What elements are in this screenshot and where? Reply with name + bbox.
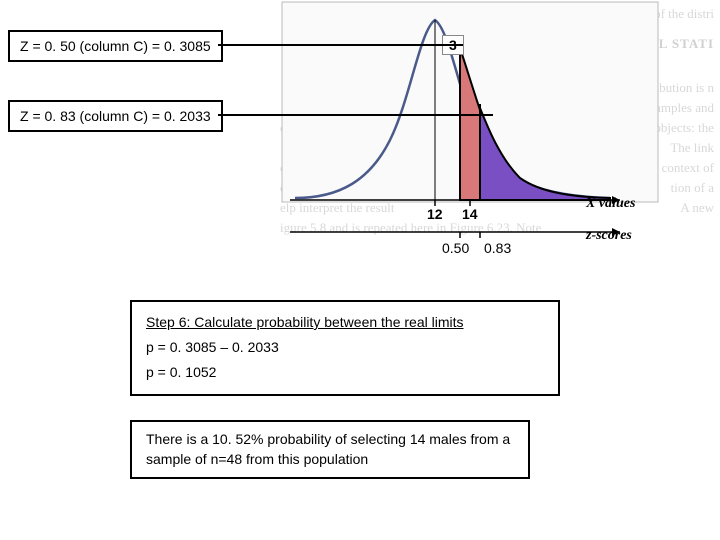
x-tick-14: 14 [462,206,478,222]
conclusion-box: There is a 10. 52% probability of select… [130,420,530,479]
x-tick-12: 12 [427,206,443,222]
bg-text: tion of a [671,178,714,198]
z-label-text-2: Z = 0. 83 (column C) = 0. 2033 [20,108,211,124]
z-label-box-1: Z = 0. 50 (column C) = 0. 3085 [8,30,223,62]
z-axis-label: z-scores [586,228,632,244]
x-axis-label: X values [586,196,635,212]
pointer-line-1 [218,44,463,46]
z-tick-083: 0.83 [484,240,511,256]
step-line-2: p = 0. 1052 [146,360,544,385]
step-title: Step 6: Calculate probability between th… [146,310,544,335]
pointer-line-2 [218,114,493,116]
bg-text: A new [680,198,714,218]
conclusion-text: There is a 10. 52% probability of select… [146,431,510,467]
bg-text: The link [670,138,714,158]
z-tick-050: 0.50 [442,240,469,256]
step-box: Step 6: Calculate probability between th… [130,300,560,396]
step-line-1: p = 0. 3085 – 0. 2033 [146,335,544,360]
z-label-text-1: Z = 0. 50 (column C) = 0. 3085 [20,38,211,54]
z-label-box-2: Z = 0. 83 (column C) = 0. 2033 [8,100,223,132]
bg-text: of the distri [654,4,714,24]
